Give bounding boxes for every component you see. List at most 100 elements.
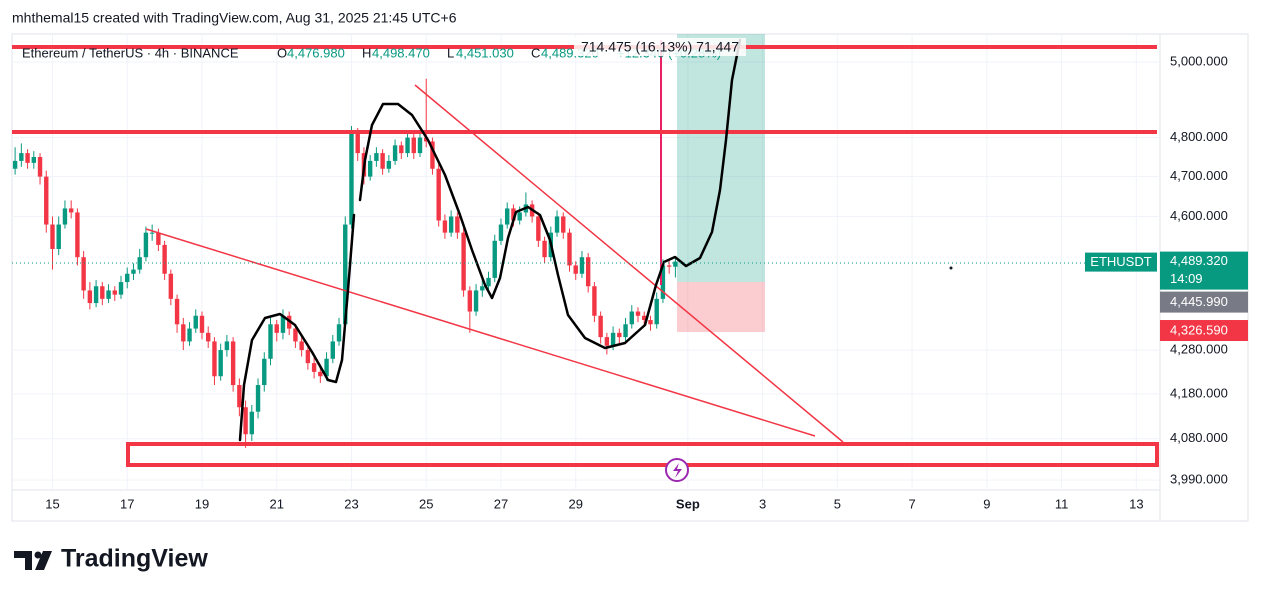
candle-body xyxy=(642,315,647,321)
legend-value: 4,451.030 xyxy=(456,45,514,60)
candle-body xyxy=(405,137,410,154)
target-zone xyxy=(677,34,765,282)
candle-body xyxy=(336,324,342,342)
candle-body xyxy=(349,133,354,225)
candle-body xyxy=(212,341,217,377)
candle-body xyxy=(417,137,423,154)
candle-body xyxy=(181,324,186,342)
candle-body xyxy=(486,277,491,287)
stop-zone xyxy=(677,282,765,332)
support-zone xyxy=(126,442,1159,467)
x-tick-label: 9 xyxy=(983,496,990,511)
candle-body xyxy=(480,286,485,291)
last-price-box xyxy=(1160,251,1248,290)
credit: mhthemal15 created with TradingView.com,… xyxy=(12,10,457,26)
x-tick-label: 29 xyxy=(568,496,582,511)
candle-body xyxy=(230,341,236,386)
candle-body xyxy=(430,141,435,169)
candle-body xyxy=(324,358,329,377)
candle-body xyxy=(237,385,242,408)
y-tick-label: 5,000.000 xyxy=(1170,53,1228,68)
legend-key: C xyxy=(531,45,540,60)
candle-body xyxy=(193,315,198,329)
x-tick-label: 5 xyxy=(834,496,841,511)
symbol: Ethereum / TetherUS · 4h · BINANCE xyxy=(22,45,239,60)
legend-value: 4,476.980 xyxy=(287,45,345,60)
event-icon-bolt xyxy=(673,463,682,478)
candle-body xyxy=(623,324,628,338)
candle-body xyxy=(268,324,273,359)
candle-body xyxy=(635,311,641,316)
measure-box xyxy=(574,38,746,56)
candle-body xyxy=(50,224,55,249)
candle-body xyxy=(455,216,460,233)
candle-body xyxy=(199,315,205,333)
candle-body xyxy=(25,153,30,163)
candle-body xyxy=(411,137,416,154)
candle-body xyxy=(12,160,18,169)
candle-body xyxy=(592,286,597,316)
candle-body xyxy=(542,240,547,258)
y-tick-label: 4,700.000 xyxy=(1170,168,1228,183)
candle-body xyxy=(567,232,572,266)
candle-body xyxy=(31,157,37,163)
legend-key: L xyxy=(447,45,454,60)
candle-body xyxy=(280,315,286,333)
candle-body xyxy=(660,265,666,299)
candle-body xyxy=(492,240,497,278)
candle-body xyxy=(473,290,479,312)
candle-body xyxy=(311,363,317,372)
x-tick-label: 15 xyxy=(45,496,59,511)
candle-body xyxy=(56,224,61,249)
candle-body xyxy=(448,216,454,233)
candle-body xyxy=(187,328,192,342)
candle-body xyxy=(380,153,385,169)
candle-body xyxy=(293,328,298,342)
candle-body xyxy=(305,350,311,364)
candle-body xyxy=(75,212,80,258)
drawn-curve xyxy=(238,213,356,442)
x-tick-label: 7 xyxy=(908,496,915,511)
price-mark-label: 4,326.590 xyxy=(1170,322,1228,337)
candle-body xyxy=(62,208,68,225)
x-tick-label: 13 xyxy=(1129,496,1143,511)
candle-body xyxy=(610,332,616,346)
candle-body xyxy=(93,286,99,304)
candle-body xyxy=(112,290,117,295)
x-tick-label: 11 xyxy=(1055,496,1069,511)
drawings xyxy=(12,34,1160,482)
candle-body xyxy=(461,232,466,291)
candle-body xyxy=(125,273,130,283)
candle-body xyxy=(536,216,541,241)
candle-body xyxy=(436,168,441,221)
candle-body xyxy=(44,176,49,225)
candle-body xyxy=(156,232,161,245)
legend-value: 4,498.470 xyxy=(372,45,430,60)
x-tick-label: 23 xyxy=(344,496,358,511)
price-mark-box xyxy=(1160,291,1248,313)
candle-body xyxy=(218,350,223,377)
candle-body xyxy=(168,273,174,299)
symbol-tag-label: ETHUSDT xyxy=(1090,254,1151,269)
candle-body xyxy=(505,208,510,225)
x-tick-label: Sep xyxy=(676,496,700,511)
candle-body xyxy=(386,160,392,169)
candle-body xyxy=(554,216,560,233)
candle-body xyxy=(654,298,659,325)
legend-key: O xyxy=(277,45,287,60)
candle-body xyxy=(648,320,653,325)
candle-body xyxy=(318,371,323,377)
candle-body xyxy=(467,290,473,312)
candle-body xyxy=(106,290,111,299)
x-tick-label: 25 xyxy=(419,496,433,511)
logo-shape xyxy=(14,551,32,570)
candle-body xyxy=(392,145,398,161)
y-tick-label: 4,180.000 xyxy=(1170,385,1228,400)
candle-body xyxy=(517,212,522,221)
trend-line xyxy=(145,228,816,437)
measure-label: 714.475 (16.13%) 71,447 xyxy=(581,39,739,55)
candle-body xyxy=(598,315,603,338)
candle-body xyxy=(442,220,448,233)
